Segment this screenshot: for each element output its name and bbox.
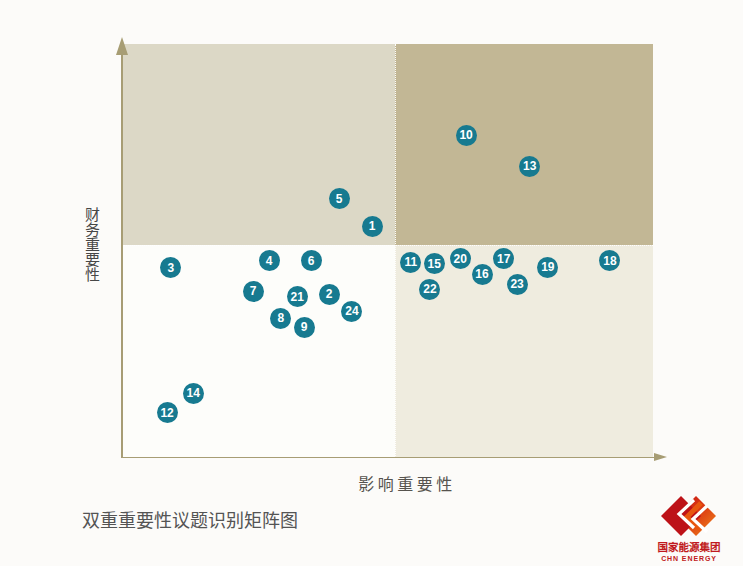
issue-point-18: 18 <box>599 250 620 271</box>
issue-point-8: 8 <box>270 308 291 329</box>
issue-point-2: 2 <box>319 284 340 305</box>
x-axis-line <box>121 457 656 459</box>
scatter-points: 123456789101112131415161718192021222324 <box>122 44 653 458</box>
x-axis-arrow-icon <box>654 453 667 461</box>
chn-energy-logo: 国家能源集团 CHN ENERGY <box>653 494 725 562</box>
issue-point-11: 11 <box>400 252 421 273</box>
issue-point-14: 14 <box>183 383 204 404</box>
issue-point-1: 1 <box>362 216 383 237</box>
issue-point-15: 15 <box>424 253 445 274</box>
issue-point-22: 22 <box>419 279 440 300</box>
issue-point-3: 3 <box>160 257 181 278</box>
issue-point-7: 7 <box>243 281 264 302</box>
issue-point-13: 13 <box>519 156 540 177</box>
issue-point-19: 19 <box>537 257 558 278</box>
issue-point-21: 21 <box>287 286 308 307</box>
issue-point-23: 23 <box>507 274 528 295</box>
issue-point-5: 5 <box>329 188 350 209</box>
y-axis-line <box>121 48 123 458</box>
issue-point-10: 10 <box>456 125 477 146</box>
y-axis-arrow-icon <box>116 37 128 55</box>
issue-point-9: 9 <box>294 317 315 338</box>
materiality-matrix-plot: 123456789101112131415161718192021222324 <box>122 44 653 458</box>
issue-point-4: 4 <box>259 250 280 271</box>
logo-chinese-name: 国家能源集团 <box>653 539 725 554</box>
issue-point-12: 12 <box>157 402 178 423</box>
y-axis-label: 财务重要性 <box>81 207 102 282</box>
issue-point-20: 20 <box>450 248 471 269</box>
issue-point-16: 16 <box>472 264 493 285</box>
page: 123456789101112131415161718192021222324 … <box>0 0 743 566</box>
logo-english-name: CHN ENERGY <box>653 555 725 562</box>
issue-point-24: 24 <box>341 301 362 322</box>
x-axis-label: 影响重要性 <box>327 471 487 495</box>
chart-caption: 双重重要性议题识别矩阵图 <box>82 506 298 532</box>
issue-point-6: 6 <box>301 250 322 271</box>
issue-point-17: 17 <box>493 248 514 269</box>
chn-energy-logo-mark-icon <box>660 494 718 538</box>
